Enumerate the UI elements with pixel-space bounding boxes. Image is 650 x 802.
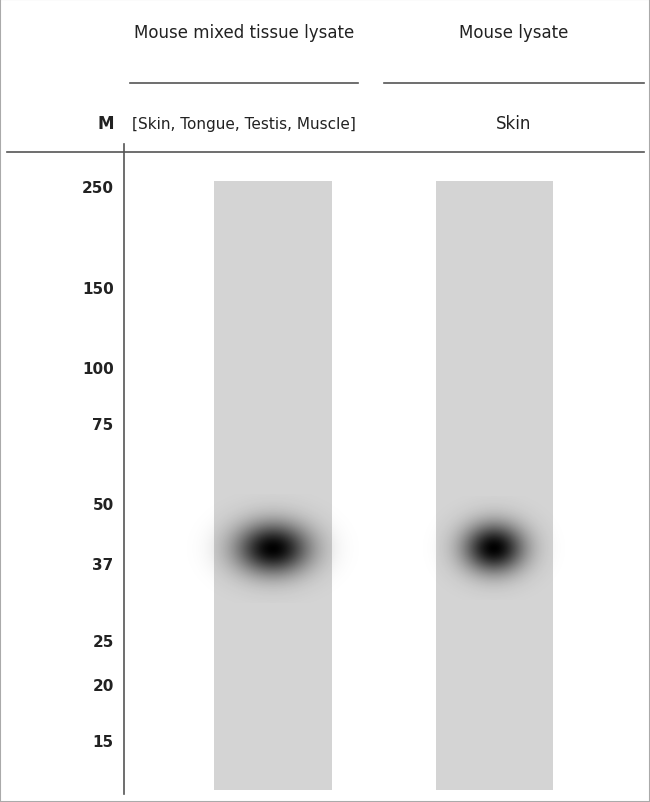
Text: 15: 15 [92, 735, 114, 750]
Text: 250: 250 [82, 180, 114, 196]
Text: Mouse lysate: Mouse lysate [459, 24, 568, 42]
Text: 25: 25 [92, 634, 114, 649]
Text: 50: 50 [92, 497, 114, 512]
Text: 100: 100 [82, 361, 114, 376]
Text: M: M [98, 115, 114, 133]
Text: 75: 75 [92, 418, 114, 433]
Text: 150: 150 [82, 282, 114, 296]
Text: 37: 37 [92, 557, 114, 572]
Text: [Skin, Tongue, Testis, Muscle]: [Skin, Tongue, Testis, Muscle] [132, 117, 356, 132]
Bar [436, 182, 552, 790]
Text: 20: 20 [92, 678, 114, 693]
Text: Mouse mixed tissue lysate: Mouse mixed tissue lysate [134, 24, 354, 42]
Bar [214, 182, 332, 790]
Text: Skin: Skin [496, 115, 531, 133]
